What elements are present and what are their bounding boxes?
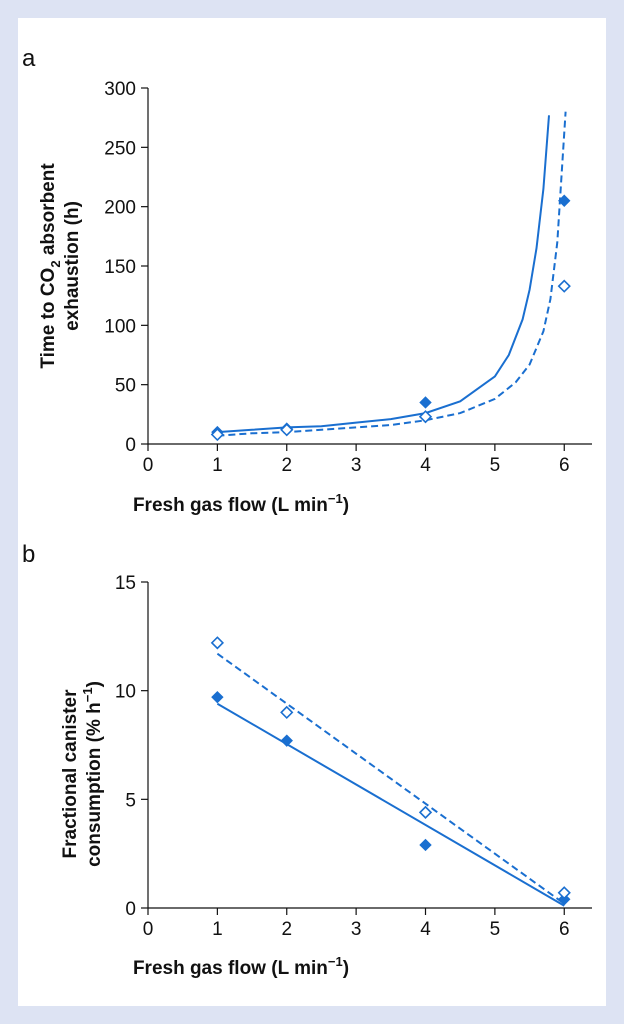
chart-b-x-tick-label: 3	[351, 919, 362, 940]
chart-b-x-tick-label: 6	[559, 919, 570, 940]
chart-b-x-tick-label: 4	[420, 919, 431, 940]
chart-a-y-tick-label: 200	[104, 198, 136, 219]
chart-b-y-tick-label: 15	[115, 573, 136, 594]
chart-b-series-1-point	[211, 690, 224, 704]
chart-b-series-2-point	[418, 805, 433, 820]
chart-a-x-tick-label: 4	[420, 455, 431, 476]
chart-b-x-tick-label: 0	[143, 919, 154, 940]
chart-b-series-1-point	[280, 734, 293, 747]
chart-a-series-2-point	[418, 410, 433, 424]
chart-a-y-tick-label: 100	[104, 316, 136, 337]
panel-a-letter: a	[22, 45, 36, 72]
panel-b-letter: b	[22, 541, 35, 568]
chart-b: b Fresh gas flow (L min−1) Fractional ca…	[22, 541, 592, 979]
chart-a-y-axis-title-line2: exhaustion (h)	[62, 201, 83, 331]
chart-a-series-2-fit-line	[217, 111, 567, 437]
chart-a-series-2-point	[280, 423, 294, 437]
chart-b-series-1-fit-line	[216, 702, 565, 907]
chart-a-x-tick-label: 6	[559, 455, 570, 476]
chart-b-x-tick-label: 1	[212, 919, 223, 940]
chart-a-y-tick-label: 300	[104, 79, 136, 100]
chart-a-x-axis-title: Fresh gas flow (L min−1)	[133, 491, 349, 516]
chart-a-x-tick-label: 3	[351, 455, 362, 476]
chart-a-series-2-point	[557, 279, 571, 293]
chart-b-y-tick-label: 5	[125, 790, 136, 811]
chart-b-y-axis-title-line2: consumption (% h−1)	[80, 681, 105, 867]
chart-b-series-1-point	[419, 838, 432, 852]
chart-a-y-tick-label: 250	[104, 138, 136, 159]
chart-a: a Fresh gas flow (L min−1) Time to CO2 a…	[22, 45, 592, 516]
chart-b-y-tick-label: 10	[115, 682, 136, 703]
chart-b-x-axis-title: Fresh gas flow (L min−1)	[133, 954, 349, 979]
chart-b-y-tick-label: 0	[125, 899, 136, 920]
figure-panel: a Fresh gas flow (L min−1) Time to CO2 a…	[18, 18, 606, 1006]
figure-svg: a Fresh gas flow (L min−1) Time to CO2 a…	[22, 45, 592, 979]
chart-b-series-2-point	[280, 705, 294, 720]
chart-a-y-tick-label: 150	[104, 257, 136, 278]
chart-b-series-2-fit-line	[216, 652, 565, 905]
chart-a-x-tick-label: 0	[143, 455, 154, 476]
chart-b-series-2-point	[210, 636, 225, 650]
chart-b-series-2-point	[557, 886, 571, 900]
chart-b-x-tick-label: 5	[490, 919, 501, 940]
chart-a-series-2-point	[210, 427, 225, 442]
chart-a-series-1-fit-line	[217, 115, 550, 434]
chart-a-series-1-point	[419, 396, 432, 409]
chart-a-y-axis-title-line1: Time to CO2 absorbent	[38, 163, 63, 369]
chart-b-x-tick-label: 2	[281, 919, 292, 940]
chart-b-y-axis-title-line1: Fractional canister	[60, 689, 81, 859]
chart-a-y-tick-label: 50	[115, 376, 136, 397]
chart-a-x-tick-label: 1	[212, 455, 223, 476]
chart-a-x-tick-label: 2	[281, 455, 292, 476]
chart-a-series-1-point	[558, 194, 571, 207]
chart-a-y-tick-label: 0	[125, 435, 136, 456]
chart-a-x-tick-label: 5	[490, 455, 501, 476]
